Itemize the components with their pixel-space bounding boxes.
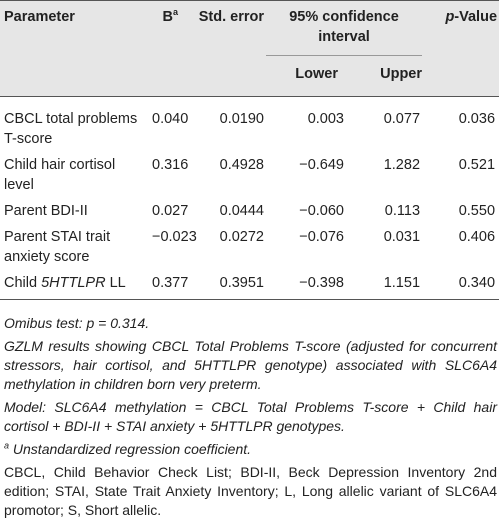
footnote: Omibus test: p = 0.314. bbox=[4, 315, 150, 331]
cell-text: 0.4928 bbox=[219, 157, 264, 173]
table-row: Parent BDI-II 0.027 0.0444 −0.060 0.113 0.550 bbox=[0, 198, 499, 224]
cell-text: −0.398 bbox=[299, 275, 344, 291]
parameter-cell: Child 5HTTLPR LL bbox=[0, 270, 150, 300]
value-cell: −0.076 bbox=[266, 224, 346, 270]
cell-text: 0.377 bbox=[152, 275, 189, 291]
parameter-text: 5HTTLPR bbox=[41, 275, 106, 291]
value-cell: 0.3951 bbox=[180, 270, 266, 300]
footnote-mark: a bbox=[172, 7, 178, 18]
value-cell: 0.031 bbox=[346, 224, 422, 270]
header-cell: 95% confidence interval bbox=[266, 1, 422, 56]
header-cell: Parameter bbox=[0, 1, 150, 97]
value-cell: 0.077 bbox=[346, 97, 422, 153]
value-cell: 0.113 bbox=[346, 198, 422, 224]
table-row: Parent STAI trait anxiety score −0.023 0.0… bbox=[0, 224, 499, 270]
header-cell: Std. error bbox=[180, 1, 266, 97]
cell-text: 0.003 bbox=[307, 111, 344, 127]
footnote: a Unstandardized regression coefficient. bbox=[4, 440, 497, 459]
header-text: -Value bbox=[454, 9, 498, 25]
cell-text: 0.316 bbox=[152, 157, 189, 173]
value-cell: 0.040 bbox=[150, 97, 188, 153]
results-table: Parameter Ba Std. error 95% confidence i… bbox=[0, 0, 499, 300]
parameter-cell: CBCL total problems T-score bbox=[0, 97, 150, 153]
cell-text: −0.023 bbox=[152, 229, 197, 245]
cell-text: −0.076 bbox=[299, 229, 344, 245]
header-row: Parameter Ba Std. error 95% confidence i… bbox=[0, 0, 499, 56]
header-cell: Upper bbox=[346, 55, 423, 97]
cell-text: 0.3951 bbox=[219, 275, 264, 291]
value-cell: 0.521 bbox=[422, 152, 499, 198]
cell-text: 0.550 bbox=[458, 203, 496, 219]
value-cell: 0.0190 bbox=[180, 97, 266, 153]
cell-text: 0.077 bbox=[383, 111, 421, 127]
value-cell: 0.406 bbox=[422, 224, 499, 270]
cell-text: 0.406 bbox=[458, 229, 496, 245]
footnote: CBCL, Child Behavior Check List; BDI-II,… bbox=[4, 464, 497, 518]
table-row: Child 5HTTLPR LL 0.377 0.3951 −0.398 1.151 0.… bbox=[0, 270, 499, 300]
parameter-text: Child hair cortisol level bbox=[4, 157, 116, 193]
value-cell: 0.340 bbox=[422, 270, 499, 300]
parameter-text: CBCL total problems T-score bbox=[4, 111, 138, 147]
value-cell: 0.003 bbox=[266, 97, 346, 153]
value-cell: 0.4928 bbox=[180, 152, 266, 198]
header-cell: Lower bbox=[266, 55, 346, 97]
cell-text: 0.040 bbox=[152, 111, 189, 127]
header-text: p bbox=[445, 9, 455, 25]
table-body: CBCL total problems T-score 0.040 0.0190 0.… bbox=[0, 96, 499, 300]
cell-text: 0.0190 bbox=[219, 111, 264, 127]
cell-text: 0.0272 bbox=[219, 229, 264, 245]
value-cell: 0.316 bbox=[150, 152, 188, 198]
parameter-cell: Parent BDI-II bbox=[0, 198, 150, 224]
header-text: 95% confidence interval bbox=[289, 9, 399, 45]
table-header: Parameter Ba Std. error 95% confidence i… bbox=[0, 0, 499, 97]
header-cell: p-Value bbox=[422, 1, 499, 97]
table-row: Child hair cortisol level 0.316 0.4928 −0.6… bbox=[0, 152, 499, 198]
cell-text: 0.0444 bbox=[219, 203, 264, 219]
value-cell: 1.282 bbox=[346, 152, 422, 198]
value-cell: 0.550 bbox=[422, 198, 499, 224]
parameter-text: LL bbox=[105, 275, 126, 291]
value-cell: 0.036 bbox=[422, 97, 499, 153]
parameter-text: Parent BDI-II bbox=[4, 203, 88, 219]
cell-text: 0.036 bbox=[458, 111, 496, 127]
cell-text: 1.282 bbox=[383, 157, 421, 173]
footnotes: Omibus test: p = 0.314. GZLM results sho… bbox=[0, 314, 499, 520]
cell-text: −0.649 bbox=[299, 157, 344, 173]
table-row: CBCL total problems T-score 0.040 0.0190 0.… bbox=[0, 96, 499, 153]
value-cell: 0.377 bbox=[150, 270, 188, 300]
cell-text: 0.031 bbox=[383, 229, 421, 245]
cell-text: 0.027 bbox=[152, 203, 189, 219]
header-text: Upper bbox=[380, 66, 423, 82]
header-text: Lower bbox=[295, 66, 338, 82]
value-cell: −0.023 bbox=[150, 224, 197, 270]
header-text: Parameter bbox=[4, 9, 75, 25]
value-cell: 1.151 bbox=[346, 270, 422, 300]
value-cell: 0.0444 bbox=[180, 198, 266, 224]
cell-text: 0.521 bbox=[458, 157, 496, 173]
cell-text: 0.340 bbox=[458, 275, 496, 291]
cell-text: −0.060 bbox=[299, 203, 344, 219]
cell-text: 1.151 bbox=[383, 275, 421, 291]
footnote-text: Unstandardized regression coefficient. bbox=[12, 441, 252, 457]
parameter-cell: Parent STAI trait anxiety score bbox=[0, 224, 150, 270]
parameter-cell: Child hair cortisol level bbox=[0, 152, 150, 198]
parameter-text: Child bbox=[4, 275, 42, 291]
header-text: Std. error bbox=[198, 9, 264, 25]
value-cell: 0.027 bbox=[150, 198, 188, 224]
header-cell: Ba bbox=[150, 1, 180, 97]
footnote: GZLM results showing CBCL Total Problems… bbox=[4, 338, 497, 392]
footnote: Model: SLC6A4 methylation = CBCL Total P… bbox=[4, 399, 497, 434]
header-text: B bbox=[162, 9, 173, 25]
parameter-text: Parent STAI trait anxiety score bbox=[4, 229, 111, 265]
footnote-mark: a bbox=[4, 440, 10, 451]
value-cell: −0.060 bbox=[266, 198, 346, 224]
value-cell: 0.0272 bbox=[180, 224, 266, 270]
value-cell: −0.398 bbox=[266, 270, 346, 300]
cell-text: 0.113 bbox=[384, 203, 421, 219]
value-cell: −0.649 bbox=[266, 152, 346, 198]
